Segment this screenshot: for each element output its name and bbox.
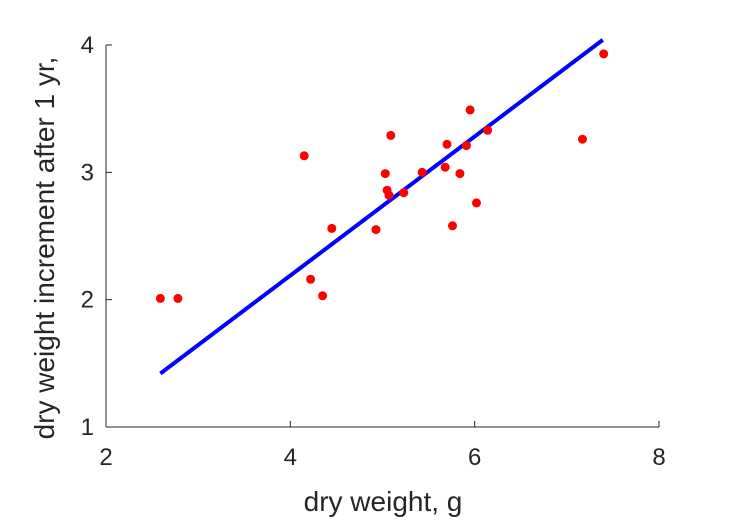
data-point	[384, 190, 394, 200]
x-tick-label: 4	[284, 444, 297, 471]
x-tick-label: 6	[468, 444, 481, 471]
y-tick-label: 4	[81, 32, 94, 59]
data-point	[440, 162, 450, 172]
data-point	[578, 134, 587, 144]
data-point	[483, 125, 493, 135]
data-point	[327, 223, 337, 233]
y-axis-label: dry weight increment after 1 yr,	[29, 57, 60, 440]
x-tick-label: 2	[99, 444, 112, 471]
plot-marks	[155, 38, 609, 376]
y-tick-label: 1	[81, 414, 94, 441]
data-point	[442, 139, 452, 149]
data-point	[455, 169, 465, 179]
data-point	[399, 188, 409, 198]
data-point	[465, 105, 475, 115]
data-point	[448, 221, 457, 231]
data-point	[299, 151, 309, 161]
data-point	[461, 141, 471, 151]
data-point	[417, 167, 427, 177]
data-point	[306, 274, 316, 284]
y-tick-label: 2	[81, 287, 94, 314]
data-point	[599, 49, 609, 59]
data-point	[318, 291, 328, 301]
data-point	[173, 293, 183, 303]
data-point	[386, 130, 396, 140]
x-axis-label: dry weight, g	[304, 486, 463, 517]
data-point	[380, 169, 390, 179]
x-tick-label: 8	[652, 444, 665, 471]
y-tick-label: 3	[81, 159, 94, 186]
axes	[105, 44, 660, 428]
fit-line	[159, 38, 605, 376]
data-point	[371, 225, 381, 235]
data-point	[472, 198, 481, 208]
data-point	[155, 293, 165, 303]
